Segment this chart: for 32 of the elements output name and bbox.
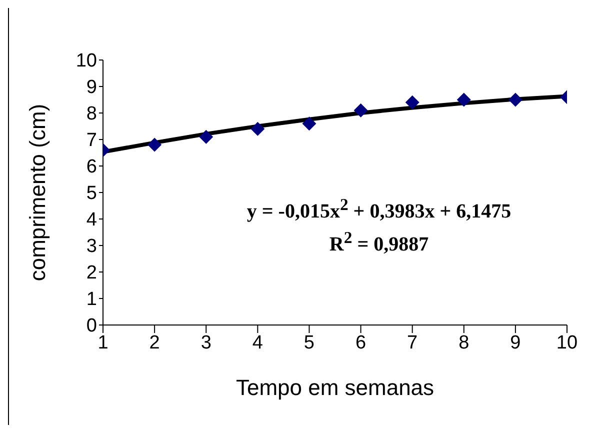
- x-tick-label: 3: [200, 332, 212, 354]
- y-tick-label: 4: [86, 210, 98, 231]
- x-tick-label: 9: [510, 332, 521, 354]
- y-tick-label: 3: [86, 236, 97, 258]
- x-tick-label: 6: [355, 332, 366, 354]
- x-tick-label: 4: [252, 332, 264, 354]
- point: [148, 138, 162, 152]
- y-tick-label: 0: [86, 316, 97, 337]
- point: [456, 92, 471, 107]
- x-axis-title: Tempo em semanas: [236, 375, 434, 400]
- x-tick-label: 2: [149, 332, 160, 354]
- point: [250, 122, 265, 136]
- y-axis-title: comprimento (cm): [24, 104, 50, 282]
- y-tick-label: 2: [86, 262, 97, 284]
- point: [405, 95, 420, 110]
- y-tick-label: 7: [86, 130, 97, 152]
- x-tick-label: 10: [556, 332, 578, 354]
- x-tick-label: 7: [407, 332, 418, 354]
- annotation: y = -0,015x$^{2}$ + 0,3983x + 6,1475: [246, 194, 512, 225]
- y-tick-label: 10: [76, 50, 97, 72]
- point: [199, 130, 214, 144]
- point: [302, 116, 316, 131]
- y-tick-label: 8: [86, 104, 97, 125]
- x-tick-label: 5: [304, 332, 315, 354]
- y-tick-label: 9: [86, 77, 97, 98]
- y-tick-label: 6: [86, 156, 97, 178]
- annotation: R$^{2}$ = 0,9887: [328, 226, 430, 258]
- x-tick-label: 8: [458, 332, 470, 354]
- y-tick-label: 1: [86, 289, 97, 310]
- point: [508, 92, 522, 107]
- y-tick-label: 5: [86, 183, 97, 204]
- point: [354, 103, 368, 118]
